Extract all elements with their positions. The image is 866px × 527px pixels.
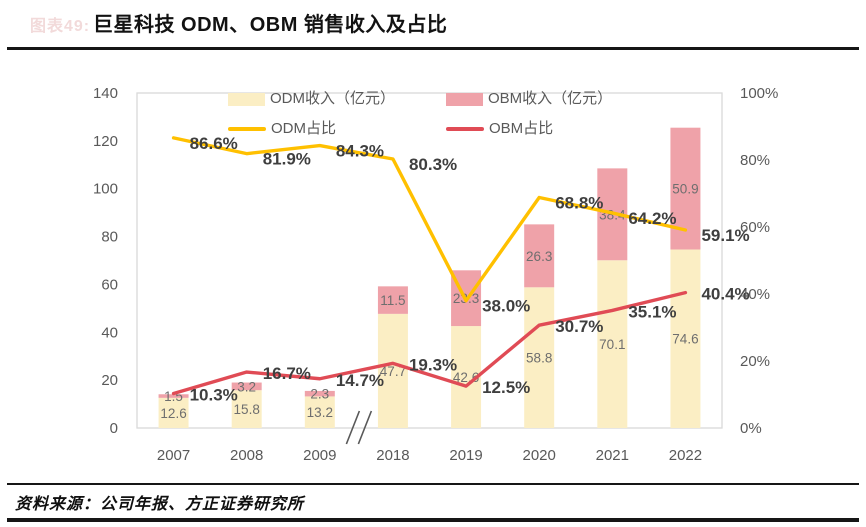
odm-bar bbox=[524, 287, 555, 428]
legend-swatch-odm-revenue bbox=[228, 92, 265, 106]
odm-bar bbox=[158, 397, 189, 428]
legend-item-obm-revenue: OBM收入（亿元） bbox=[446, 89, 612, 109]
left-axis-tick: 40 bbox=[101, 324, 118, 341]
x-axis-label: 2018 bbox=[376, 447, 409, 464]
odm-bar bbox=[597, 260, 628, 428]
odm-bar bbox=[304, 396, 335, 428]
chart-canvas: 12.6 15.8 13.247.7 42.658.870.1 74.61.53.2 2.… bbox=[93, 85, 778, 464]
x-axis-label: 2008 bbox=[230, 447, 263, 464]
source-note: 资料来源：公司年报、方正证券研究所 bbox=[15, 494, 305, 513]
obm-bar bbox=[377, 286, 408, 314]
obm-share-label: 12.5% bbox=[482, 378, 530, 397]
odm-value-label: 74.6 bbox=[672, 332, 698, 347]
legend-swatch-odm-share bbox=[228, 127, 266, 131]
odm-share-label: 80.3% bbox=[409, 155, 457, 174]
axis-break-icon bbox=[357, 410, 373, 445]
figure-number-tag: 图表49: bbox=[30, 18, 91, 35]
obm-share-label: 14.7% bbox=[336, 371, 384, 390]
legend-item-odm-share: ODM占比 bbox=[228, 119, 336, 139]
odm-value-label: 12.6 bbox=[160, 406, 186, 421]
odm-value-label: 15.8 bbox=[234, 402, 260, 417]
legend-label-odm-share: ODM占比 bbox=[271, 120, 336, 137]
odm-share-label: 81.9% bbox=[263, 150, 311, 169]
odm-value-label: 47.7 bbox=[380, 364, 406, 379]
obm-value-label: 11.5 bbox=[380, 293, 405, 308]
chart-title: 巨星科技 ODM、OBM 销售收入及占比 bbox=[93, 14, 448, 36]
x-axis-label: 2022 bbox=[669, 447, 702, 464]
legend-item-odm-revenue: ODM收入（亿元） bbox=[228, 89, 395, 109]
plot-border bbox=[136, 92, 723, 429]
obm-value-label: 3.2 bbox=[237, 379, 256, 394]
odm-share-label: 68.8% bbox=[555, 194, 603, 213]
obm-share-label: 10.3% bbox=[190, 385, 238, 404]
left-axis-tick: 140 bbox=[93, 85, 118, 102]
obm-value-label: 50.9 bbox=[672, 182, 698, 197]
obm-bar bbox=[524, 224, 555, 288]
left-axis-tick: 20 bbox=[101, 372, 118, 389]
right-axis-tick: 80% bbox=[740, 152, 770, 169]
obm-bar bbox=[304, 390, 335, 397]
x-axis-label: 2020 bbox=[523, 447, 556, 464]
odm-share-label: 86.6% bbox=[190, 134, 238, 153]
x-axis-label: 2009 bbox=[303, 447, 336, 464]
odm-share-label: 38.0% bbox=[482, 297, 530, 316]
left-axis-tick: 80 bbox=[101, 229, 118, 246]
obm-share-label: 19.3% bbox=[409, 355, 457, 374]
x-axis-label: 2007 bbox=[157, 447, 190, 464]
legend-item-obm-share: OBM占比 bbox=[446, 119, 553, 139]
legend-label-obm-revenue: OBM收入（亿元） bbox=[488, 90, 613, 107]
odm-share-label: 84.3% bbox=[336, 142, 384, 161]
footer-rule-thick bbox=[7, 518, 859, 522]
obm-share-label: 16.7% bbox=[263, 364, 311, 383]
x-axis-label: 2021 bbox=[596, 447, 629, 464]
footer-rule-thin bbox=[7, 483, 859, 485]
obm-share-label: 35.1% bbox=[628, 302, 676, 321]
odm-bar bbox=[231, 390, 262, 428]
odm-value-label: 13.2 bbox=[307, 405, 333, 420]
obm-bar bbox=[231, 382, 262, 391]
obm-share-line bbox=[171, 290, 688, 396]
odm-share-line bbox=[171, 136, 688, 303]
axis-break-icon bbox=[345, 410, 361, 445]
right-axis-tick: 0% bbox=[740, 420, 762, 437]
odm-share-label: 59.1% bbox=[701, 226, 749, 245]
left-axis-tick: 100 bbox=[93, 181, 118, 198]
obm-share-label: 30.7% bbox=[555, 317, 603, 336]
x-axis-label: 2019 bbox=[449, 447, 482, 464]
right-axis-tick: 100% bbox=[740, 85, 778, 102]
left-axis-tick: 60 bbox=[101, 276, 118, 293]
legend-label-obm-share: OBM占比 bbox=[489, 120, 554, 137]
right-axis-tick: 40% bbox=[740, 286, 770, 303]
header-rule bbox=[7, 47, 859, 50]
obm-bar bbox=[158, 394, 189, 398]
legend-swatch-obm-revenue bbox=[446, 92, 483, 106]
left-axis-tick: 120 bbox=[93, 133, 118, 150]
odm-bar bbox=[670, 249, 701, 428]
right-axis-tick: 60% bbox=[740, 219, 770, 236]
legend-label-odm-revenue: ODM收入（亿元） bbox=[270, 90, 395, 107]
obm-share-label: 40.4% bbox=[701, 285, 749, 304]
obm-value-label: 2.3 bbox=[310, 387, 329, 402]
obm-value-label: 26.3 bbox=[526, 249, 552, 264]
odm-value-label: 58.8 bbox=[526, 351, 552, 366]
odm-bar bbox=[377, 313, 408, 428]
odm-value-label: 70.1 bbox=[599, 337, 625, 352]
right-axis-tick: 20% bbox=[740, 353, 770, 370]
legend-swatch-obm-share bbox=[446, 127, 484, 131]
left-axis-tick: 0 bbox=[110, 420, 118, 437]
odm-share-label: 64.2% bbox=[628, 209, 676, 228]
